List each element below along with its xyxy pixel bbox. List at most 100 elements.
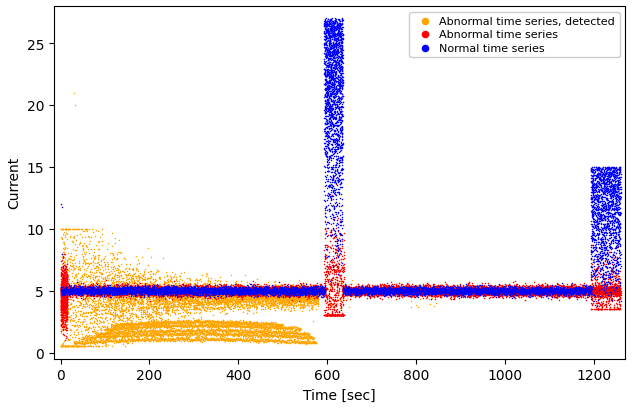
Normal time series [141,290,151,296]
Abnormal time series [542,288,552,294]
Abnormal time series [238,288,248,294]
Abnormal time series [333,311,343,318]
Normal time series [70,291,80,298]
Abnormal time series [558,294,568,301]
Abnormal time series [550,288,561,294]
Normal time series [308,287,318,293]
Abnormal time series [503,287,513,293]
Abnormal time series, detected [135,324,145,330]
Normal time series [341,290,351,296]
Normal time series [375,285,386,292]
Abnormal time series, detected [276,324,286,330]
Normal time series [518,286,528,293]
Normal time series [332,132,342,138]
Abnormal time series, detected [277,293,287,300]
Abnormal time series [58,298,68,305]
Abnormal time series [61,290,71,297]
Abnormal time series, detected [166,300,176,307]
Abnormal time series [315,285,325,291]
Abnormal time series [408,290,418,297]
Abnormal time series, detected [118,280,128,286]
Abnormal time series, detected [157,300,167,306]
Abnormal time series [437,284,447,291]
Abnormal time series [320,276,331,283]
Abnormal time series [330,246,340,253]
Abnormal time series [614,254,624,261]
Normal time series [310,292,320,298]
Abnormal time series, detected [130,320,140,326]
Abnormal time series [356,290,367,297]
Abnormal time series [599,261,609,268]
Abnormal time series [123,288,133,295]
Abnormal time series [229,288,239,294]
Abnormal time series, detected [289,295,300,302]
Abnormal time series [609,289,619,296]
Abnormal time series [308,290,319,297]
Abnormal time series [59,315,69,321]
Normal time series [321,88,331,94]
Abnormal time series [180,287,190,294]
Abnormal time series [413,289,423,296]
Abnormal time series, detected [97,303,107,310]
Abnormal time series [195,288,205,294]
Abnormal time series, detected [229,294,240,301]
Abnormal time series, detected [248,287,258,293]
Abnormal time series, detected [150,319,160,326]
Abnormal time series, detected [176,270,186,277]
Normal time series [331,154,341,160]
Normal time series [481,285,491,292]
Abnormal time series, detected [186,336,196,342]
Abnormal time series [61,290,71,296]
Normal time series [68,290,78,296]
Normal time series [604,164,614,171]
Normal time series [336,141,346,147]
Abnormal time series, detected [127,323,137,329]
Abnormal time series, detected [174,289,184,295]
Abnormal time series [62,286,72,292]
Normal time series [418,284,428,291]
Abnormal time series [511,286,521,292]
Abnormal time series [138,287,148,293]
Abnormal time series [549,287,559,294]
Abnormal time series, detected [118,297,128,303]
Normal time series [605,169,616,176]
Abnormal time series, detected [204,331,214,337]
Abnormal time series [354,284,364,290]
Abnormal time series [395,285,405,291]
Abnormal time series, detected [297,339,307,345]
Abnormal time series, detected [194,299,204,306]
Abnormal time series, detected [179,285,189,292]
Abnormal time series, detected [265,300,275,306]
Normal time series [597,177,607,184]
Abnormal time series [99,285,109,292]
Abnormal time series [473,285,483,292]
Abnormal time series [371,291,381,298]
Abnormal time series [226,292,236,299]
Normal time series [337,53,348,59]
Normal time series [489,283,499,290]
Normal time series [613,217,623,223]
Abnormal time series [574,291,584,297]
Abnormal time series, detected [185,321,195,327]
Abnormal time series [201,285,211,291]
Normal time series [605,274,616,281]
Normal time series [332,161,342,167]
Abnormal time series, detected [263,292,273,298]
Normal time series [314,285,324,292]
Normal time series [327,138,337,145]
Abnormal time series, detected [238,292,248,298]
Abnormal time series [237,290,247,297]
Abnormal time series [592,288,602,295]
Abnormal time series [443,286,453,292]
Normal time series [502,288,513,295]
Abnormal time series [604,285,614,292]
Normal time series [319,291,329,298]
Abnormal time series, detected [229,297,240,304]
Normal time series [325,115,335,121]
Normal time series [517,285,527,292]
Normal time series [148,287,158,294]
Abnormal time series, detected [98,339,108,346]
Abnormal time series [380,290,390,297]
Normal time series [396,286,406,293]
Abnormal time series [170,288,180,294]
